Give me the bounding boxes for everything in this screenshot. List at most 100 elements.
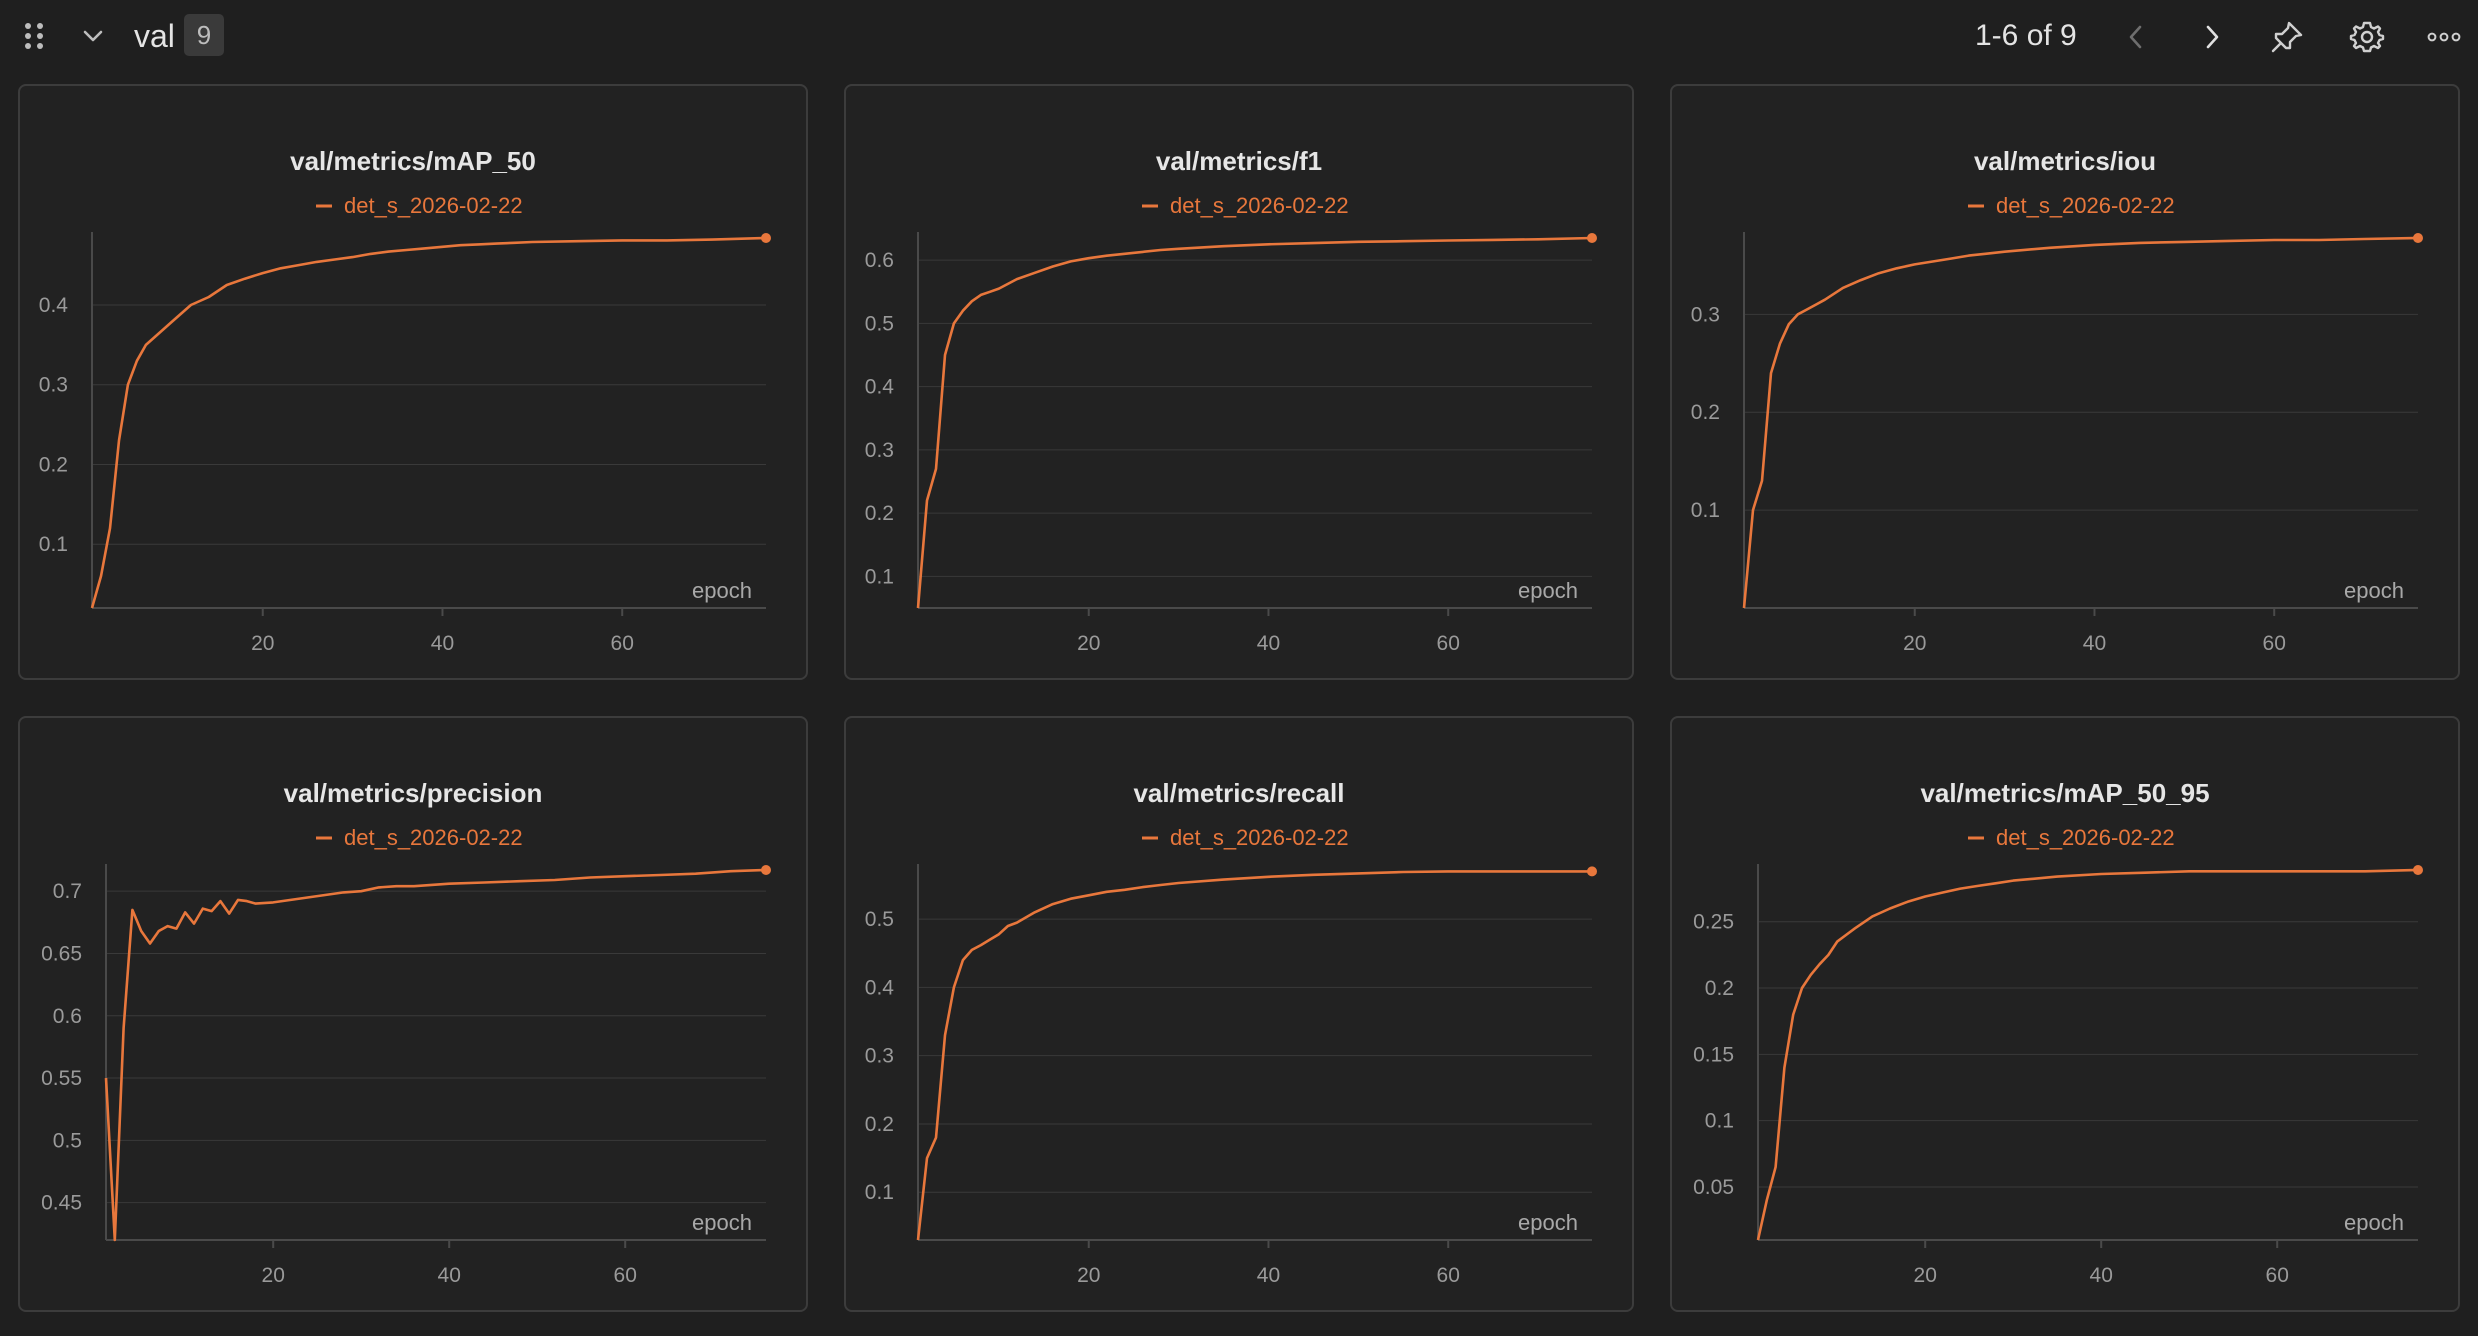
series-line[interactable] [104,868,767,1242]
panel-count-badge: 9 [184,14,224,56]
chevron-down-icon[interactable] [78,22,108,50]
legend-entry[interactable]: det_s_2026-02-22 [1968,825,2175,850]
x-tick-label: 20 [262,1264,285,1287]
y-tick-label: 0.55 [41,1067,82,1090]
chart-svg: val/metrics/precision det_s_2026-02-22 0.4… [41,778,771,1287]
chevron-left-icon[interactable] [2120,20,2152,54]
y-tick-label: 0.2 [1705,977,1734,1000]
gear-icon[interactable] [2348,18,2386,56]
chart-title: val/metrics/recall [1133,778,1344,808]
series-line[interactable] [916,870,1592,1241]
chart-panel-precision[interactable]: val/metrics/precision det_s_2026-02-22 0.4… [18,716,808,1312]
legend-label: det_s_2026-02-22 [1170,825,1349,850]
chart-title: val/metrics/iou [1974,146,2156,176]
y-tick-label: 0.2 [1691,401,1720,424]
y-tick-label: 0.65 [41,942,82,965]
series-end-point[interactable] [1587,866,1597,877]
chart-panel-f1[interactable]: val/metrics/f1 det_s_2026-02-22 0.1 0.2 0.3 0… [844,84,1634,680]
y-tick-label: 0.4 [865,976,895,999]
x-tick-label: 20 [1914,1264,1937,1287]
section-title: val [134,18,175,54]
legend-entry[interactable]: det_s_2026-02-22 [316,825,523,850]
chart-svg: val/metrics/iou det_s_2026-02-22 0.1 0.2 0.3… [1691,146,2423,655]
legend-entry[interactable]: det_s_2026-02-22 [1968,193,2175,218]
pin-icon[interactable] [2268,18,2306,56]
legend-entry[interactable]: det_s_2026-02-22 [316,193,523,218]
y-tick-label: 0.25 [1693,911,1734,934]
series-line[interactable] [1756,868,2419,1241]
series-end-point[interactable] [2413,233,2423,243]
x-tick-label: 60 [1437,1264,1460,1287]
x-axis-label: epoch [1518,1210,1578,1235]
legend-label: det_s_2026-02-22 [1170,193,1349,218]
chart-panel-map50-95[interactable]: val/metrics/mAP_50_95 det_s_2026-02-22 0.0… [1670,716,2460,1312]
y-tick-label: 0.4 [865,376,895,399]
series-end-point[interactable] [1587,233,1597,243]
x-axis-label: epoch [692,578,752,603]
chevron-right-icon[interactable] [2196,20,2228,54]
chart-svg: val/metrics/f1 det_s_2026-02-22 0.1 0.2 0.3 0… [865,146,1597,655]
x-axis-label: epoch [1518,578,1578,603]
legend-label: det_s_2026-02-22 [1996,825,2175,850]
y-tick-label: 0.1 [1691,499,1720,522]
x-axis-label: epoch [2344,578,2404,603]
chart-title: val/metrics/f1 [1156,146,1322,176]
y-tick-label: 0.5 [865,312,894,335]
panel-section-header: val 9 1-6 of 9 [0,0,2478,76]
y-tick-label: 0.1 [39,533,68,556]
y-tick-label: 0.1 [865,1181,894,1204]
x-tick-label: 60 [2263,632,2286,655]
legend-entry[interactable]: det_s_2026-02-22 [1142,825,1349,850]
y-tick-label: 0.2 [39,453,68,476]
series-end-point[interactable] [761,233,771,243]
chart-panel-map50[interactable]: val/metrics/mAP_50 det_s_2026-02-22 0.1 0.2… [18,84,808,680]
y-tick-label: 0.6 [865,249,894,272]
y-tick-label: 0.2 [865,502,894,525]
x-tick-label: 40 [431,632,454,655]
y-tick-label: 0.4 [39,294,69,317]
y-tick-label: 0.05 [1693,1176,1734,1199]
chart-svg: val/metrics/mAP_50 det_s_2026-02-22 0.1 0.2… [39,146,771,655]
y-tick-label: 0.5 [53,1129,82,1152]
x-tick-label: 60 [614,1264,637,1287]
y-tick-label: 0.1 [1705,1110,1734,1133]
y-tick-label: 0.15 [1693,1043,1734,1066]
legend-label: det_s_2026-02-22 [344,825,523,850]
x-tick-label: 20 [1077,1264,1100,1287]
series-line[interactable] [1742,236,2419,609]
y-tick-label: 0.3 [39,374,68,397]
x-tick-label: 60 [1437,632,1460,655]
chart-title: val/metrics/precision [284,778,543,808]
x-tick-label: 40 [438,1264,461,1287]
chart-svg: val/metrics/recall det_s_2026-02-22 0.1 0.2… [865,778,1597,1287]
x-axis-label: epoch [692,1210,752,1235]
chart-svg: val/metrics/mAP_50_95 det_s_2026-02-22 0.0… [1693,778,2423,1287]
x-tick-label: 40 [2083,632,2106,655]
chart-title: val/metrics/mAP_50 [290,146,536,176]
y-tick-label: 0.45 [41,1192,82,1215]
chart-panel-iou[interactable]: val/metrics/iou det_s_2026-02-22 0.1 0.2 0.3… [1670,84,2460,680]
series-line[interactable] [90,236,767,609]
x-tick-label: 60 [611,632,634,655]
series-line[interactable] [916,236,1593,609]
chart-panel-recall[interactable]: val/metrics/recall det_s_2026-02-22 0.1 0.2… [844,716,1634,1312]
legend-entry[interactable]: det_s_2026-02-22 [1142,193,1349,218]
x-tick-label: 20 [1077,632,1100,655]
y-tick-label: 0.2 [865,1113,894,1136]
drag-handle-icon[interactable] [20,20,48,52]
more-horizontal-icon[interactable] [2424,22,2464,52]
y-tick-label: 0.7 [53,880,82,903]
y-tick-label: 0.5 [865,908,894,931]
series-end-point[interactable] [761,865,771,875]
y-tick-label: 0.6 [53,1005,82,1028]
y-tick-label: 0.3 [1691,303,1720,326]
legend-label: det_s_2026-02-22 [344,193,523,218]
x-axis-label: epoch [2344,1210,2404,1235]
series-end-point[interactable] [2413,865,2423,875]
legend-label: det_s_2026-02-22 [1996,193,2175,218]
y-tick-label: 0.3 [865,439,894,462]
x-tick-label: 20 [251,632,274,655]
y-tick-label: 0.1 [865,565,894,588]
x-tick-label: 40 [1257,1264,1280,1287]
y-tick-label: 0.3 [865,1045,894,1068]
